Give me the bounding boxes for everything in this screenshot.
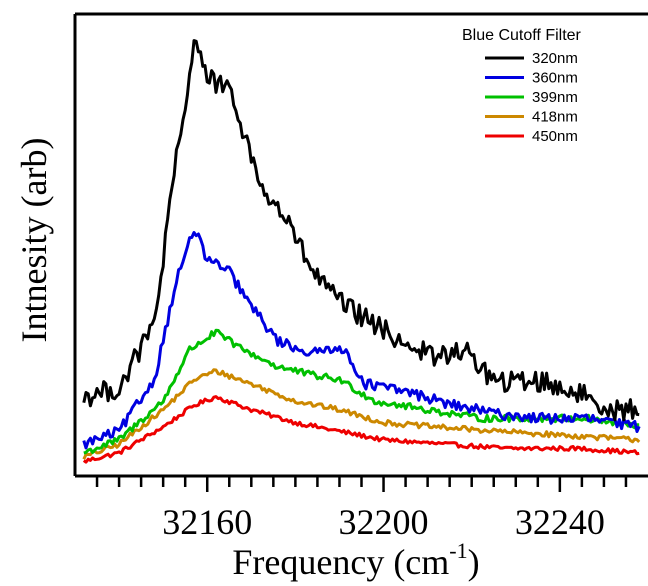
x-tick-labels-group: 32160 32200 32240 bbox=[162, 502, 605, 542]
series-line-320nm bbox=[82, 39, 640, 422]
legend: Blue Cutoff Filter 320nm 360nm 399nm 418nm 4… bbox=[462, 27, 582, 145]
x-tick-label: 32200 bbox=[339, 502, 429, 542]
y-axis-label: Intnesity (arb) bbox=[14, 138, 54, 343]
x-tick-label: 32240 bbox=[515, 502, 605, 542]
legend-label-399nm: 399nm bbox=[532, 89, 578, 106]
legend-label-418nm: 418nm bbox=[532, 109, 578, 126]
series-line-450nm bbox=[82, 395, 640, 464]
legend-title: Blue Cutoff Filter bbox=[462, 27, 582, 44]
x-axis-label-superscript: -1 bbox=[449, 538, 467, 563]
x-axis-label-close: ) bbox=[468, 542, 480, 582]
legend-label-450nm: 450nm bbox=[532, 128, 578, 145]
x-ticks-group bbox=[95, 476, 628, 492]
x-tick-label: 32160 bbox=[162, 502, 252, 542]
series-line-418nm bbox=[82, 368, 641, 460]
x-axis-label-main: Frequency (cm bbox=[232, 542, 449, 582]
legend-label-320nm: 320nm bbox=[532, 50, 578, 67]
series-line-360nm bbox=[82, 231, 641, 450]
x-axis-label: Frequency (cm-1) bbox=[232, 538, 479, 582]
series-line-399nm bbox=[83, 328, 640, 455]
legend-label-360nm: 360nm bbox=[532, 70, 578, 87]
plot-series-group bbox=[82, 39, 641, 464]
